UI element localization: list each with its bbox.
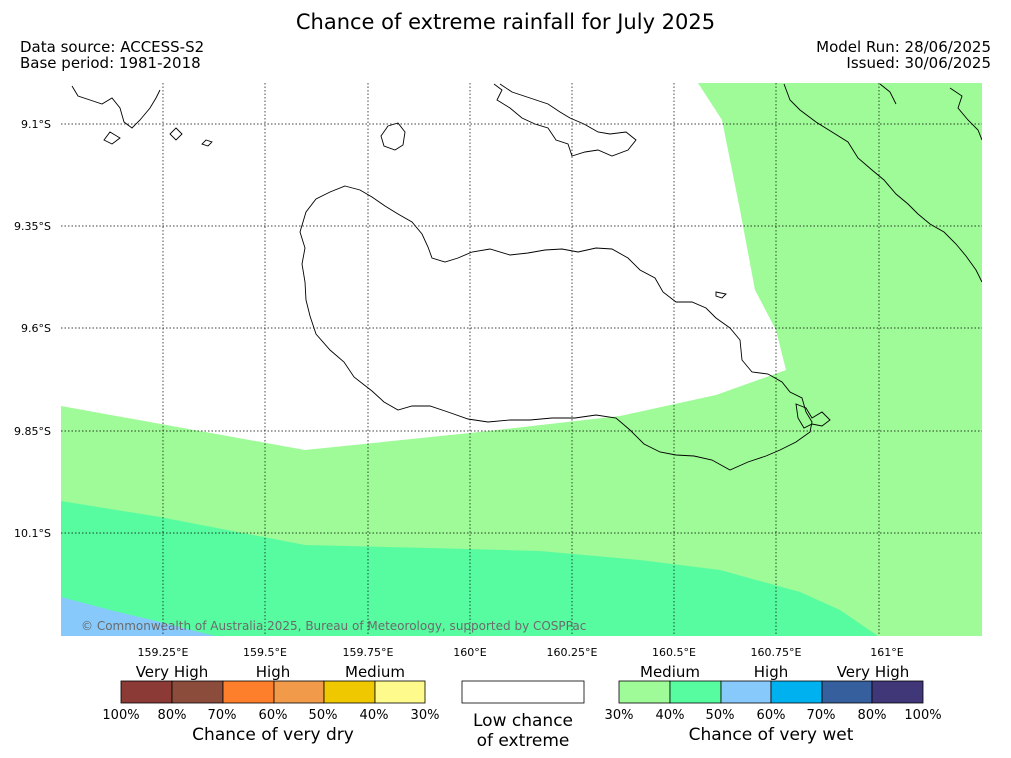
dry-percent-label: 30% xyxy=(411,708,440,723)
lon-tick-labels: 159.25°E 159.5°E 159.75°E 160°E 160.25°E… xyxy=(138,646,904,659)
coastline-florida-islands xyxy=(493,83,637,157)
wet-swatch-30-40 xyxy=(618,680,671,704)
dry-category-label: Medium xyxy=(345,663,405,681)
meta-left: Data source: ACCESS-S2 Base period: 1981… xyxy=(20,39,204,71)
dry-percent-label: 50% xyxy=(309,708,338,723)
dry-legend-title: Chance of very dry xyxy=(192,725,354,745)
dry-swatch-100-80 xyxy=(120,680,173,704)
dry-category-label: Very High xyxy=(136,663,209,681)
wet-percent-label: 80% xyxy=(858,708,887,723)
dry-category-label: High xyxy=(256,663,290,681)
wet-percent-label: 30% xyxy=(605,708,634,723)
gridlines xyxy=(61,83,982,636)
dry-percent-label: 100% xyxy=(102,708,139,723)
low-chance-swatch xyxy=(461,680,585,704)
legend-low: Low chance of extreme xyxy=(461,680,585,751)
map-area: © Commonwealth of Australia 2025, Bureau… xyxy=(61,83,982,636)
page-title: Chance of extreme rainfall for July 2025 xyxy=(295,10,716,34)
lon-tick-label: 159.5°E xyxy=(243,646,287,659)
wet-percent-label: 100% xyxy=(904,708,941,723)
wet-swatch-60-70 xyxy=(770,680,823,704)
wet-swatch-40-50 xyxy=(669,680,722,704)
dry-percent-label: 80% xyxy=(158,708,187,723)
lat-tick-label: 9.85°S xyxy=(14,425,51,438)
lon-tick-label: 160°E xyxy=(453,646,486,659)
wet-legend-title: Chance of very wet xyxy=(689,725,854,745)
dry-swatch-40-30 xyxy=(374,680,426,704)
dry-swatch-60-50 xyxy=(273,680,325,704)
coastline-guadalcanal xyxy=(299,185,813,471)
low-legend-title-line1: Low chance xyxy=(473,711,573,731)
copyright-text: © Commonwealth of Australia 2025, Bureau… xyxy=(81,619,586,633)
lat-tick-label: 9.1°S xyxy=(21,118,51,131)
dry-percent-label: 70% xyxy=(208,708,237,723)
dry-swatch-50-40 xyxy=(323,680,376,704)
base-period-label: Base period: 1981-2018 xyxy=(20,54,201,72)
lat-tick-label: 9.6°S xyxy=(21,322,51,335)
lon-tick-label: 159.25°E xyxy=(138,646,189,659)
wet-percent-label: 60% xyxy=(757,708,786,723)
lon-tick-label: 160.5°E xyxy=(652,646,696,659)
wet-swatch-70-80 xyxy=(821,680,873,704)
wet-category-label: Very High xyxy=(837,663,910,681)
lon-tick-label: 160.75°E xyxy=(751,646,802,659)
coastlines xyxy=(71,83,982,471)
wet-50-60-zone xyxy=(61,597,215,636)
lat-tick-label: 9.35°S xyxy=(14,220,51,233)
coastline-savo xyxy=(380,122,406,151)
dry-swatch-70-60 xyxy=(222,680,275,704)
dry-percent-label: 60% xyxy=(259,708,288,723)
lat-tick-label: 10.1°S xyxy=(14,527,51,540)
lon-tick-label: 159.75°E xyxy=(343,646,394,659)
wet-30-40-zone-east xyxy=(61,83,982,636)
lon-tick-label: 161°E xyxy=(870,646,903,659)
meta-right: Model Run: 28/06/2025 Issued: 30/06/2025 xyxy=(816,39,991,71)
wet-percent-label: 40% xyxy=(656,708,685,723)
wet-percent-label: 50% xyxy=(706,708,735,723)
wet-swatch-50-60 xyxy=(720,680,772,704)
legend-dry: Very High High Medium 100% 80% 70% 60% 5… xyxy=(102,663,439,745)
model-run-label: Model Run: 28/06/2025 xyxy=(816,38,991,56)
lat-tick-labels: 9.1°S 9.35°S 9.6°S 9.85°S 10.1°S xyxy=(14,118,51,540)
wet-percent-label: 70% xyxy=(807,708,836,723)
coastline-russell-islands xyxy=(71,85,213,147)
wet-category-label: Medium xyxy=(640,663,700,681)
dry-percent-label: 40% xyxy=(360,708,389,723)
lon-tick-label: 160.25°E xyxy=(547,646,598,659)
issued-label: Issued: 30/06/2025 xyxy=(846,54,991,72)
dry-swatch-80-70 xyxy=(171,680,224,704)
wet-swatch-80-100 xyxy=(871,680,924,704)
low-legend-title-line2: of extreme xyxy=(477,731,570,751)
legend-wet: Medium High Very High 30% 40% 50% 60% 70… xyxy=(605,663,942,745)
wet-category-label: High xyxy=(754,663,788,681)
coastline-marau xyxy=(715,291,831,429)
coastline-malaita xyxy=(783,83,982,283)
data-source-label: Data source: ACCESS-S2 xyxy=(20,38,205,56)
